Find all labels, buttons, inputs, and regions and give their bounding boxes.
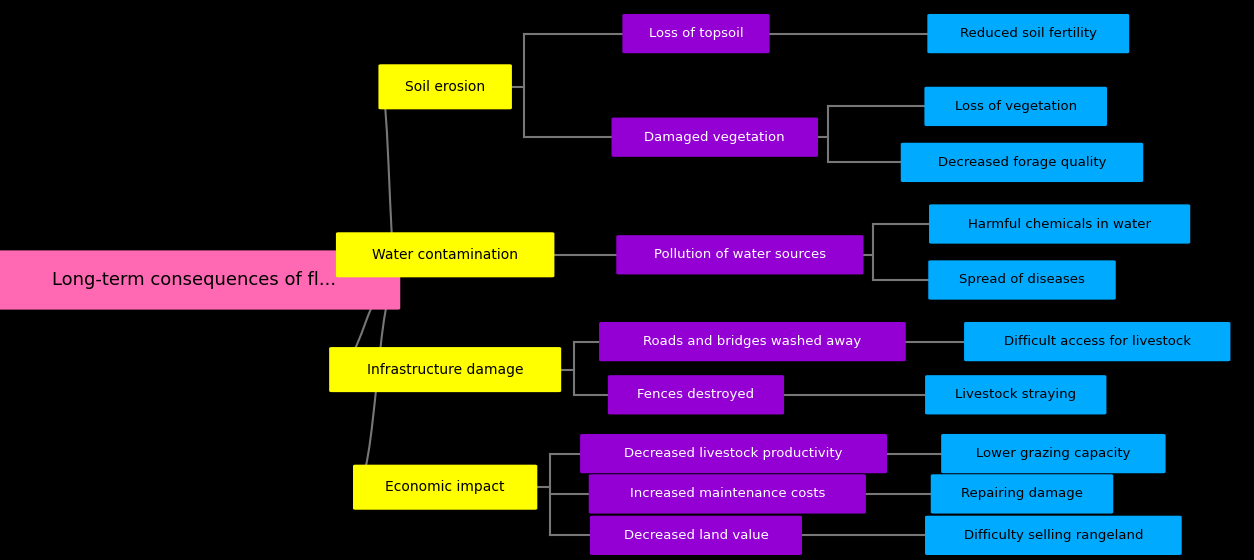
FancyBboxPatch shape	[942, 434, 1165, 473]
FancyBboxPatch shape	[336, 232, 554, 277]
FancyBboxPatch shape	[925, 375, 1106, 414]
Text: Roads and bridges washed away: Roads and bridges washed away	[643, 335, 861, 348]
Text: Reduced soil fertility: Reduced soil fertility	[959, 27, 1097, 40]
Text: Long-term consequences of fl...: Long-term consequences of fl...	[53, 271, 336, 289]
FancyBboxPatch shape	[930, 474, 1114, 514]
Text: Soil erosion: Soil erosion	[405, 80, 485, 94]
Text: Fences destroyed: Fences destroyed	[637, 388, 755, 402]
FancyBboxPatch shape	[581, 434, 887, 473]
Text: Infrastructure damage: Infrastructure damage	[367, 363, 523, 376]
FancyBboxPatch shape	[588, 474, 867, 514]
FancyBboxPatch shape	[329, 347, 562, 392]
Text: Difficult access for livestock: Difficult access for livestock	[1003, 335, 1191, 348]
Text: Harmful chemicals in water: Harmful chemicals in water	[968, 217, 1151, 231]
FancyBboxPatch shape	[924, 87, 1107, 126]
FancyBboxPatch shape	[0, 250, 400, 310]
FancyBboxPatch shape	[612, 118, 818, 157]
Text: Damaged vegetation: Damaged vegetation	[645, 130, 785, 144]
FancyBboxPatch shape	[925, 516, 1181, 555]
Text: Decreased land value: Decreased land value	[623, 529, 769, 542]
Text: Difficulty selling rangeland: Difficulty selling rangeland	[963, 529, 1144, 542]
FancyBboxPatch shape	[599, 322, 905, 361]
FancyBboxPatch shape	[608, 375, 784, 414]
Text: Loss of vegetation: Loss of vegetation	[954, 100, 1077, 113]
Text: Livestock straying: Livestock straying	[956, 388, 1076, 402]
Text: Loss of topsoil: Loss of topsoil	[648, 27, 744, 40]
Text: Lower grazing capacity: Lower grazing capacity	[976, 447, 1131, 460]
FancyBboxPatch shape	[589, 516, 803, 555]
FancyBboxPatch shape	[900, 143, 1144, 182]
Text: Economic impact: Economic impact	[385, 480, 505, 494]
FancyBboxPatch shape	[354, 465, 537, 510]
FancyBboxPatch shape	[964, 322, 1230, 361]
Text: Decreased livestock productivity: Decreased livestock productivity	[624, 447, 843, 460]
FancyBboxPatch shape	[928, 260, 1116, 300]
FancyBboxPatch shape	[929, 204, 1190, 244]
Text: Spread of diseases: Spread of diseases	[959, 273, 1085, 287]
FancyBboxPatch shape	[379, 64, 512, 109]
Text: Water contamination: Water contamination	[372, 248, 518, 262]
Text: Repairing damage: Repairing damage	[961, 487, 1083, 501]
FancyBboxPatch shape	[928, 14, 1129, 53]
Text: Increased maintenance costs: Increased maintenance costs	[630, 487, 825, 501]
Text: Pollution of water sources: Pollution of water sources	[653, 248, 826, 262]
FancyBboxPatch shape	[622, 14, 770, 53]
Text: Decreased forage quality: Decreased forage quality	[938, 156, 1106, 169]
FancyBboxPatch shape	[616, 235, 864, 274]
